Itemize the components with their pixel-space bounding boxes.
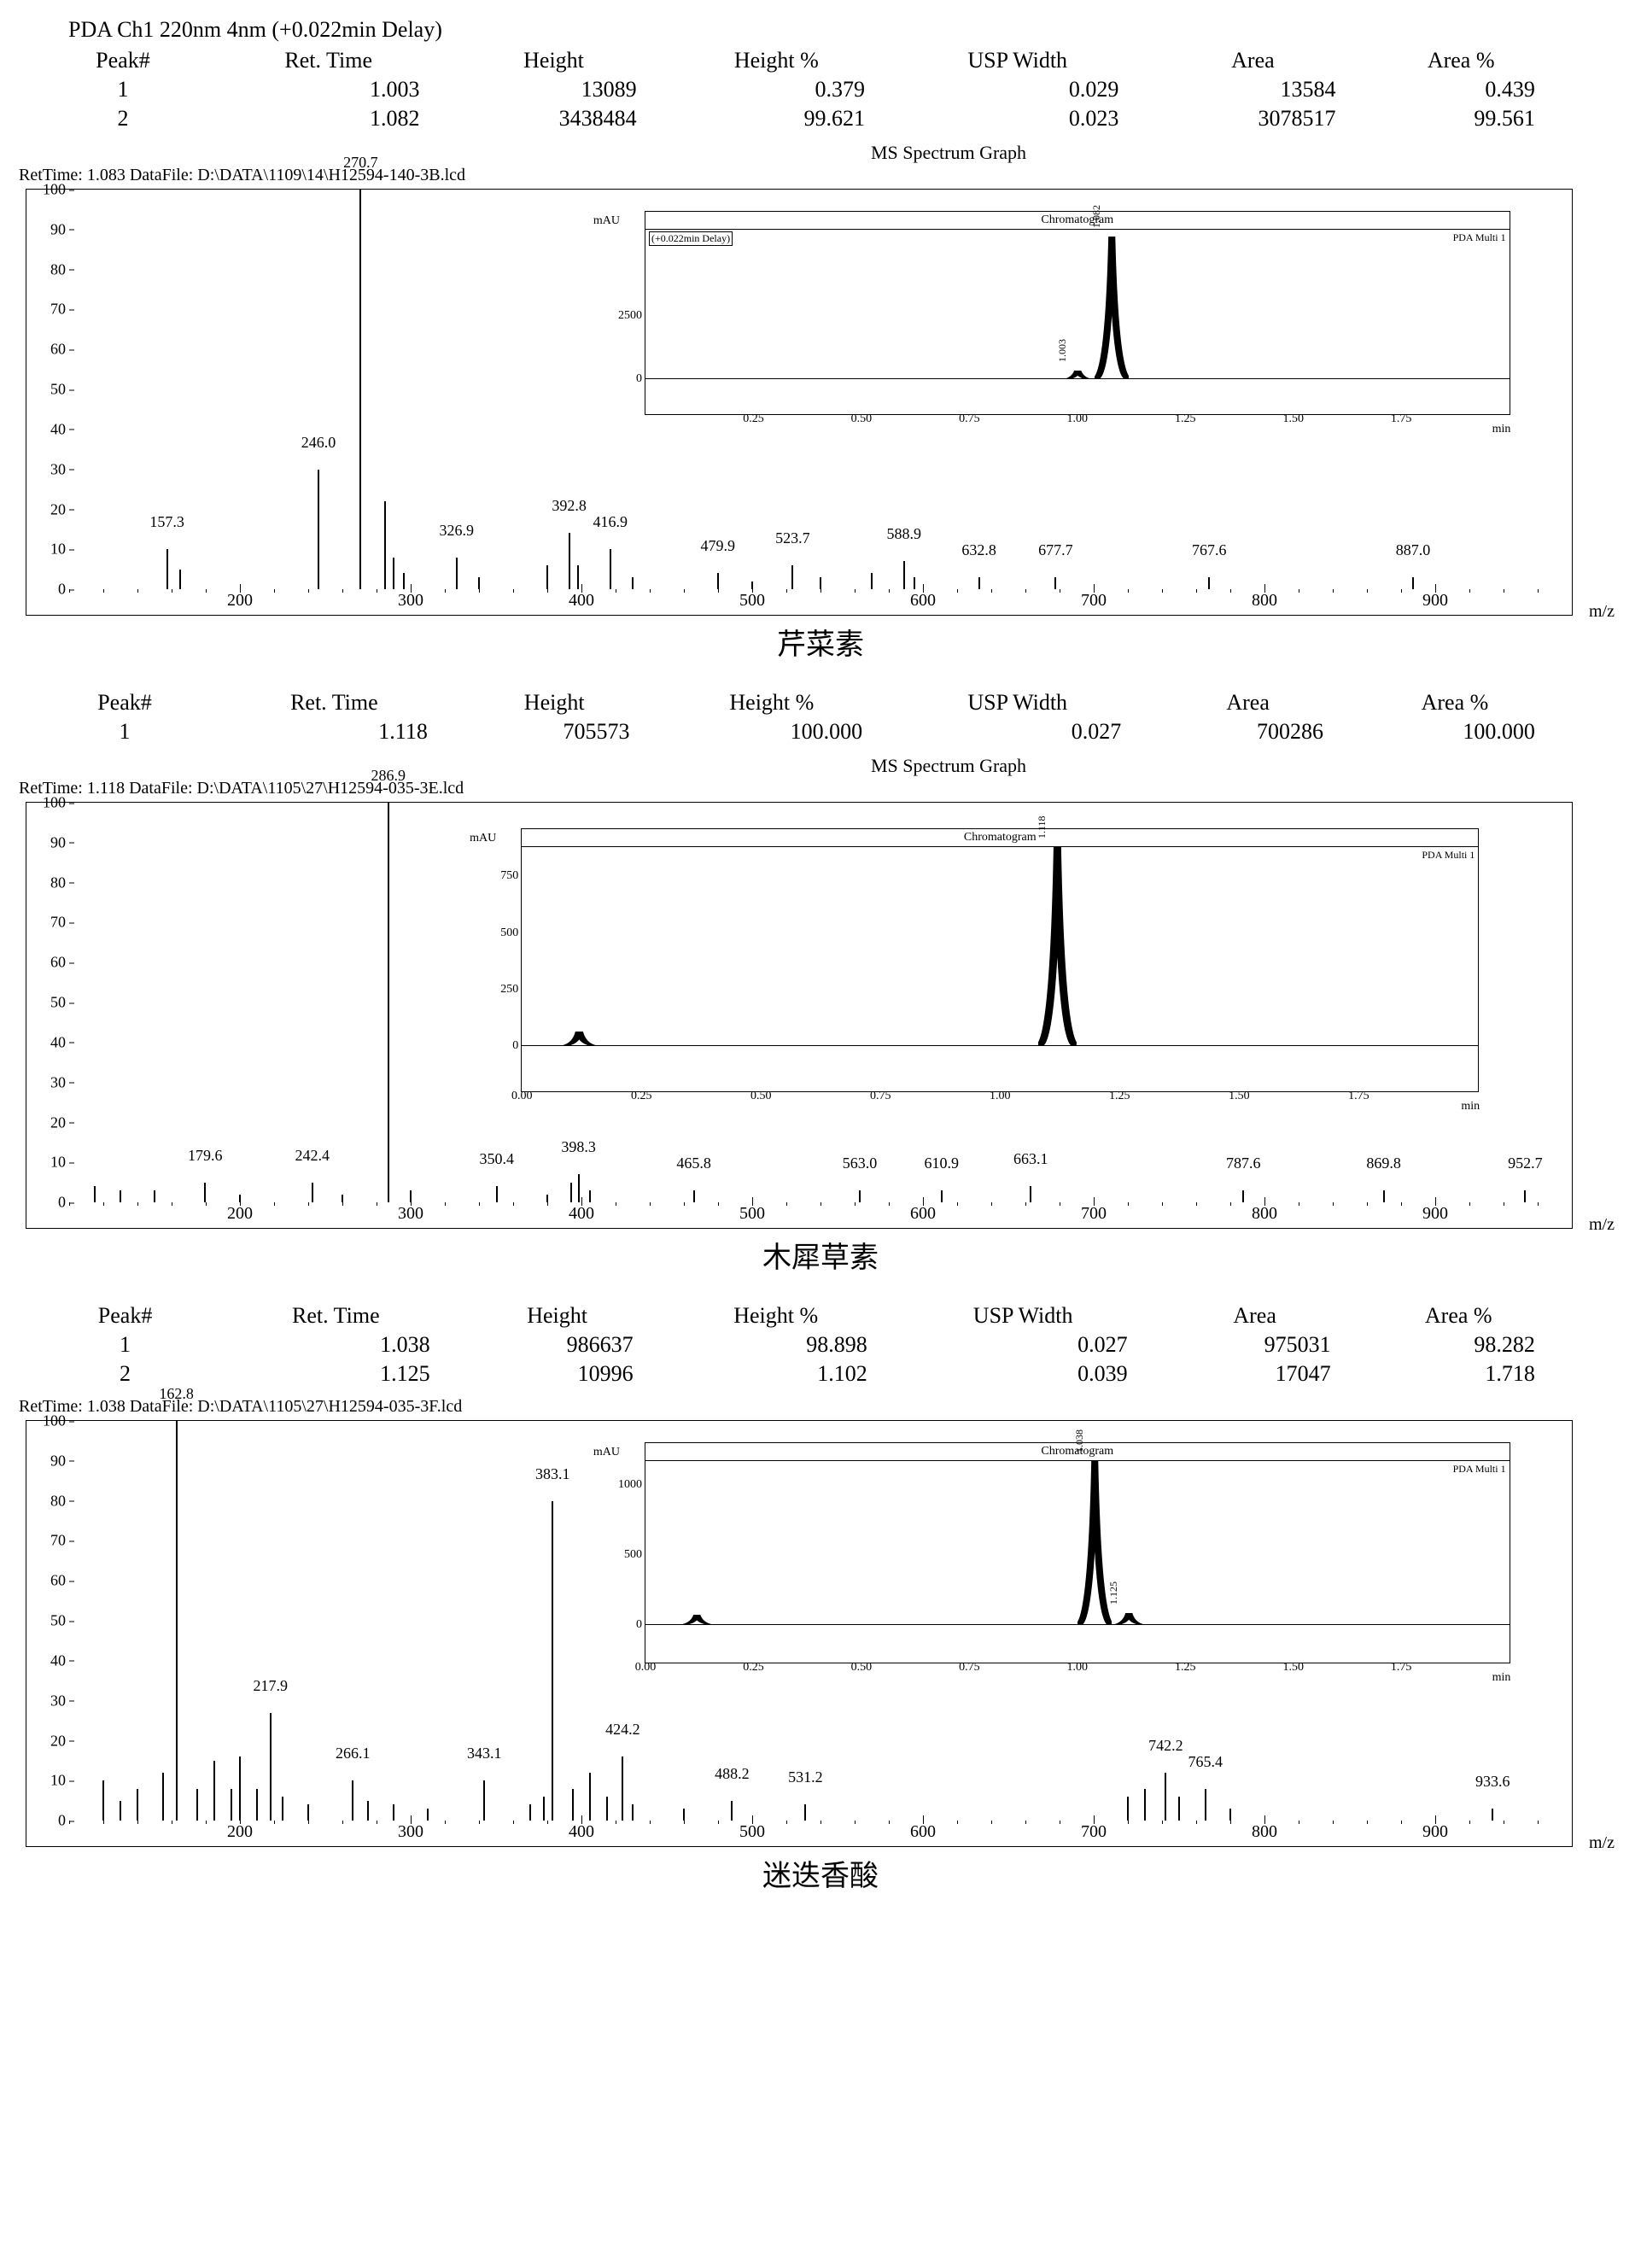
- ms-spectrum: 0102030405060708090100179.6242.4286.9350…: [26, 802, 1573, 1229]
- rettime-label: RetTime: 1.038 DataFile: D:\DATA\1105\27…: [19, 1397, 1624, 1417]
- ms-spectrum: 0102030405060708090100162.8217.9266.1343…: [26, 1420, 1573, 1847]
- peak-table: Peak#Ret. TimeHeightHeight %USP WidthAre…: [34, 688, 1561, 746]
- chromatogram-inset: ChromatogrammAUPDA Multi 1(+0.022min Del…: [645, 211, 1510, 415]
- spectrum-section: Peak#Ret. TimeHeightHeight %USP WidthAre…: [17, 688, 1624, 1276]
- ms-title: MS Spectrum Graph: [17, 755, 1624, 777]
- chromatogram-inset: ChromatogrammAUPDA Multi 1050010000.000.…: [645, 1442, 1510, 1663]
- spectrum-section: Peak#Ret. TimeHeightHeight %USP WidthAre…: [17, 1301, 1624, 1894]
- rettime-label: RetTime: 1.083 DataFile: D:\DATA\1109\14…: [19, 166, 1624, 185]
- pda-header: PDA Ch1 220nm 4nm (+0.022min Delay): [17, 17, 1624, 43]
- peak-table: Peak#Ret. TimeHeightHeight %USP WidthAre…: [34, 1301, 1561, 1388]
- chromatogram-inset: ChromatogrammAUPDA Multi 102505007500.00…: [521, 828, 1479, 1092]
- ms-title: MS Spectrum Graph: [17, 142, 1624, 164]
- compound-name: 木犀草素: [17, 1234, 1624, 1276]
- rettime-label: RetTime: 1.118 DataFile: D:\DATA\1105\27…: [19, 779, 1624, 798]
- compound-name: 芹菜素: [17, 621, 1624, 663]
- ms-spectrum: 0102030405060708090100157.3246.0270.7326…: [26, 189, 1573, 616]
- spectrum-section: PDA Ch1 220nm 4nm (+0.022min Delay) Peak#…: [17, 17, 1624, 663]
- compound-name: 迷迭香酸: [17, 1852, 1624, 1894]
- peak-table: Peak#Ret. TimeHeightHeight %USP WidthAre…: [34, 46, 1561, 133]
